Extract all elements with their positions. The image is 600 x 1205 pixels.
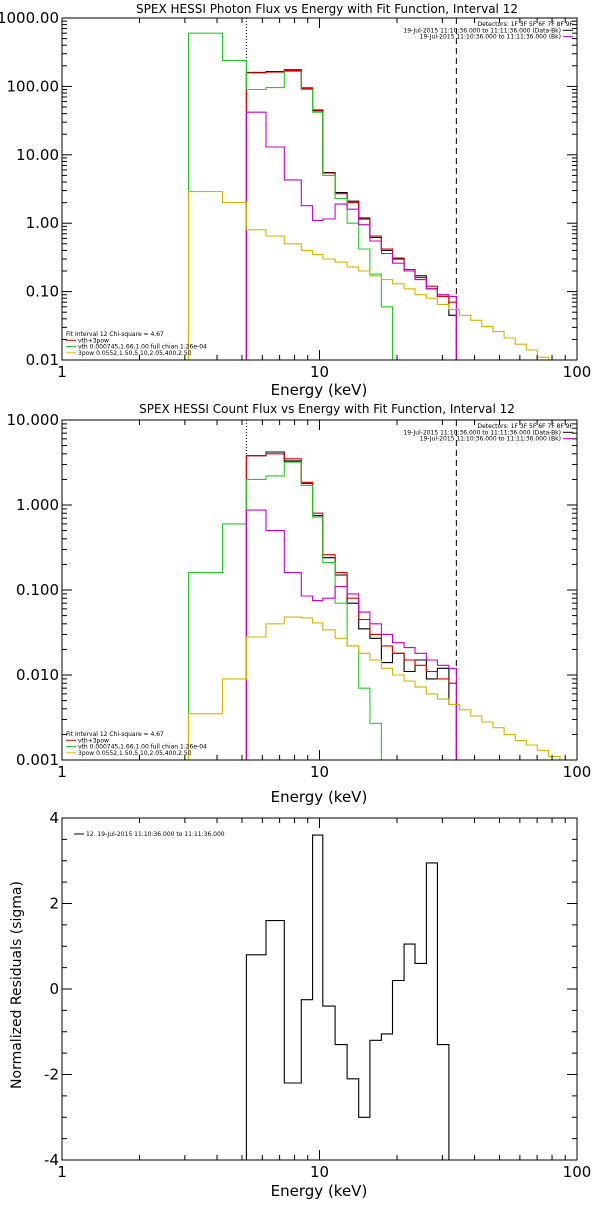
count-x-tick-label: 10: [310, 763, 329, 781]
count-bottom-left-legend-text: vth 0.000745,1.66,1.00 full chian 1.26e-…: [78, 744, 207, 751]
count-y-tick-label: 0.010: [16, 666, 59, 684]
count-bottom-left-legend-text: 3pow 0.0552,1.50,5.10,2.05,400,2.50: [78, 750, 192, 757]
photon-top-right-legend-text: 19-Jul-2015 11:10:36.000 to 11:11:36.000…: [403, 27, 561, 34]
count-series-yellow: [187, 616, 571, 760]
count-series-group: [187, 451, 571, 760]
photon-x-tick-label: 10: [310, 363, 329, 381]
count-y-tick-label: 0.100: [16, 581, 59, 599]
photon-series-yellow: [187, 191, 550, 360]
residuals-series-black: [245, 834, 457, 1160]
residuals-top-left-legend-text: 12. 19-Jul-2015 11:10:36.000 to 11:11:36…: [86, 831, 225, 838]
count-series-magenta: [245, 509, 457, 760]
count-bottom-left-legend-text: Fit Interval 12 Chi-square = 4.67: [66, 731, 164, 738]
residuals-y-axis-label: Normalized Residuals (sigma): [9, 881, 25, 1089]
count-top-right-legend-text: Detectors: 1F 3F 5F 6F 7F 8F 9F: [477, 423, 573, 430]
count-series-red: [245, 453, 457, 760]
residuals-y-tick-label: 4: [49, 809, 59, 827]
photon-bottom-left-legend-text: vth 0.000745,1.66,1.00 full chian 1.26e-…: [78, 344, 207, 351]
count-y-tick-label: 0.001: [16, 751, 59, 769]
photon-bottom-left-legend-text: vth+3pow: [78, 337, 109, 344]
residuals-x-tick-label: 10: [310, 1163, 329, 1181]
count-x-tick-label: 1: [57, 763, 67, 781]
photon-bottom-left-legend-text: Fit Interval 12 Chi-square = 4.67: [66, 331, 164, 338]
photon-series-magenta: [245, 111, 457, 360]
count-series-green: [187, 461, 393, 760]
photon-y-tick-label: 0.01: [26, 351, 59, 369]
count-y-tick-label: 10.000: [7, 411, 60, 429]
photon-plot-frame: [61, 17, 578, 361]
count-top-right-legend-text: 19-Jul-2015 11:10:36.000 to 11:11:36.000…: [403, 429, 561, 436]
photon-y-tick-label: 1.00: [26, 214, 59, 232]
residuals-y-tick-label: 0: [49, 980, 59, 998]
count-flux-panel: SPEX HESSI Count Flux vs Energy with Fit…: [7, 402, 592, 806]
photon-bottom-left-legend-text: 3pow 0.0552,1.50,5.10,2.05,400,2.50: [78, 350, 192, 357]
count-bottom-left-legend-text: vth+3pow: [78, 737, 109, 744]
photon-chart-title: SPEX HESSI Photon Flux vs Energy with Fi…: [136, 2, 518, 16]
count-y-tick-label: 1.000: [16, 496, 59, 514]
count-top-right-legend-text: 19-Jul-2015 11:10:36.000 to 11:11:36.000…: [420, 436, 561, 443]
residuals-y-tick-label: -2: [44, 1066, 59, 1084]
residuals-y-tick-label: 2: [49, 895, 59, 913]
photon-flux-panel: SPEX HESSI Photon Flux vs Energy with Fi…: [0, 2, 591, 399]
count-series-black: [245, 451, 457, 760]
photon-series-black: [245, 69, 457, 360]
residuals-x-axis-label: Energy (keV): [271, 1182, 368, 1200]
photon-x-tick-label: 100: [563, 363, 592, 381]
photon-series-group: [187, 32, 550, 360]
count-plot-frame: [61, 419, 578, 761]
photon-x-axis-label: Energy (keV): [271, 381, 368, 399]
count-chart-title: SPEX HESSI Count Flux vs Energy with Fit…: [139, 402, 515, 416]
residuals-series-group: [245, 834, 457, 1160]
residuals-panel: Energy (keV) Normalized Residuals (sigma…: [9, 809, 591, 1200]
residuals-plot-frame: [61, 817, 578, 1161]
photon-y-tick-label: 1000.00: [0, 9, 59, 27]
residuals-x-tick-label: 100: [563, 1163, 592, 1181]
photon-y-tick-label: 0.10: [26, 283, 59, 301]
photon-series-green: [187, 32, 394, 360]
photon-x-tick-label: 1: [57, 363, 67, 381]
residuals-y-tick-label: -4: [44, 1151, 59, 1169]
photon-top-right-legend-text: Detectors: 1F 3F 5F 6F 7F 8F 9F: [477, 21, 573, 28]
photon-top-right-legend-text: 19-Jul-2015 11:10:36.000 to 11:11:36.000…: [420, 34, 561, 41]
photon-y-tick-label: 10.00: [16, 146, 59, 164]
count-x-axis-label: Energy (keV): [271, 788, 368, 806]
residuals-x-tick-label: 1: [57, 1163, 67, 1181]
count-x-tick-label: 100: [563, 763, 592, 781]
photon-series-red: [245, 70, 457, 360]
photon-y-tick-label: 100.00: [7, 77, 60, 95]
